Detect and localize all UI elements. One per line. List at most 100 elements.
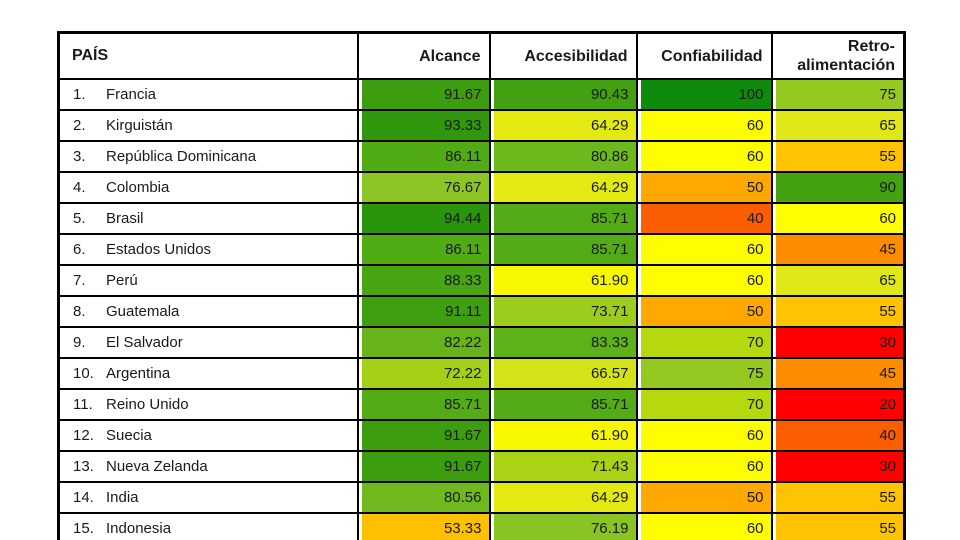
table-row: 8. Guatemala 91.11 73.71 50 55 xyxy=(57,295,906,328)
score-cell: 60 xyxy=(635,233,773,266)
score-cell: 65 xyxy=(770,109,906,142)
country-cell: 3. República Dominicana xyxy=(57,140,359,173)
rank-label: 2. xyxy=(73,117,86,134)
score-cell: 53.33 xyxy=(356,512,491,540)
score-cell: 82.22 xyxy=(356,326,491,359)
score-cell: 85.71 xyxy=(356,388,491,421)
country-name: India xyxy=(106,489,139,506)
score-cell: 55 xyxy=(770,295,906,328)
score-cell: 85.71 xyxy=(488,233,638,266)
score-cell: 72.22 xyxy=(356,357,491,390)
score-cell: 70 xyxy=(635,326,773,359)
score-cell: 93.33 xyxy=(356,109,491,142)
score-cell: 60 xyxy=(635,140,773,173)
score-cell: 66.57 xyxy=(488,357,638,390)
country-name: Colombia xyxy=(106,179,170,196)
score-cell: 20 xyxy=(770,388,906,421)
rank-label: 7. xyxy=(73,272,86,289)
header-alcance: Alcance xyxy=(356,31,491,80)
country-name: Kirguistán xyxy=(106,117,173,134)
country-cell: 15. Indonesia xyxy=(57,512,359,540)
score-cell: 65 xyxy=(770,264,906,297)
score-cell: 83.33 xyxy=(488,326,638,359)
header-pais: PAÍS xyxy=(57,31,359,80)
table-row: 3. República Dominicana 86.11 80.86 60 55 xyxy=(57,140,906,173)
country-cell: 5. Brasil xyxy=(57,202,359,235)
rank-label: 3. xyxy=(73,148,86,165)
rank-label: 9. xyxy=(73,334,86,351)
header-accesibilidad: Accesibilidad xyxy=(488,31,638,80)
table-row: 9. El Salvador 82.22 83.33 70 30 xyxy=(57,326,906,359)
rank-label: 10. xyxy=(73,365,94,382)
score-cell: 91.67 xyxy=(356,419,491,452)
country-cell: 2. Kirguistán xyxy=(57,109,359,142)
country-cell: 8. Guatemala xyxy=(57,295,359,328)
rank-label: 6. xyxy=(73,241,86,258)
score-cell: 45 xyxy=(770,233,906,266)
rank-label: 1. xyxy=(73,86,86,103)
score-cell: 91.67 xyxy=(356,78,491,111)
country-cell: 6. Estados Unidos xyxy=(57,233,359,266)
country-cell: 11. Reino Unido xyxy=(57,388,359,421)
table-row: 1. Francia 91.67 90.43 100 75 xyxy=(57,78,906,111)
score-cell: 73.71 xyxy=(488,295,638,328)
score-cell: 100 xyxy=(635,78,773,111)
table-row: 10. Argentina 72.22 66.57 75 45 xyxy=(57,357,906,390)
score-cell: 30 xyxy=(770,326,906,359)
score-cell: 55 xyxy=(770,512,906,540)
score-cell: 55 xyxy=(770,140,906,173)
score-cell: 91.11 xyxy=(356,295,491,328)
country-name: Perú xyxy=(106,272,138,289)
country-name: Francia xyxy=(106,86,157,103)
score-cell: 90.43 xyxy=(488,78,638,111)
score-cell: 88.33 xyxy=(356,264,491,297)
country-name: Guatemala xyxy=(106,303,180,320)
header-confiabilidad: Confiabilidad xyxy=(635,31,773,80)
score-cell: 60 xyxy=(635,109,773,142)
table-row: 13. Nueva Zelanda 91.67 71.43 60 30 xyxy=(57,450,906,483)
country-scores-table: PAÍS Alcance Accesibilidad Confiabilidad… xyxy=(57,31,906,540)
score-cell: 50 xyxy=(635,171,773,204)
score-cell: 60 xyxy=(635,419,773,452)
country-cell: 9. El Salvador xyxy=(57,326,359,359)
score-cell: 71.43 xyxy=(488,450,638,483)
country-name: Reino Unido xyxy=(106,396,189,413)
table-body: 1. Francia 91.67 90.43 100 75 2. Kirguistán 93.3… xyxy=(57,78,906,540)
score-cell: 94.44 xyxy=(356,202,491,235)
score-cell: 30 xyxy=(770,450,906,483)
rank-label: 5. xyxy=(73,210,86,227)
score-cell: 50 xyxy=(635,481,773,514)
score-cell: 70 xyxy=(635,388,773,421)
rank-label: 13. xyxy=(73,458,94,475)
score-cell: 80.56 xyxy=(356,481,491,514)
score-cell: 85.71 xyxy=(488,388,638,421)
country-name: Argentina xyxy=(106,365,171,382)
score-cell: 75 xyxy=(635,357,773,390)
score-cell: 45 xyxy=(770,357,906,390)
rank-label: 12. xyxy=(73,427,94,444)
score-cell: 60 xyxy=(635,264,773,297)
table-row: 6. Estados Unidos 86.11 85.71 60 45 xyxy=(57,233,906,266)
rank-label: 11. xyxy=(73,396,93,413)
score-cell: 75 xyxy=(770,78,906,111)
score-cell: 64.29 xyxy=(488,171,638,204)
country-name: Brasil xyxy=(106,210,144,227)
rank-label: 15. xyxy=(73,520,94,537)
score-cell: 55 xyxy=(770,481,906,514)
score-cell: 50 xyxy=(635,295,773,328)
country-cell: 7. Perú xyxy=(57,264,359,297)
score-cell: 61.90 xyxy=(488,419,638,452)
country-cell: 1. Francia xyxy=(57,78,359,111)
score-cell: 60 xyxy=(635,450,773,483)
score-cell: 86.11 xyxy=(356,140,491,173)
score-cell: 60 xyxy=(770,202,906,235)
score-cell: 76.19 xyxy=(488,512,638,540)
score-cell: 76.67 xyxy=(356,171,491,204)
country-name: Indonesia xyxy=(106,520,172,537)
rank-label: 14. xyxy=(73,489,94,506)
country-cell: 13. Nueva Zelanda xyxy=(57,450,359,483)
table-row: 4. Colombia 76.67 64.29 50 90 xyxy=(57,171,906,204)
score-cell: 64.29 xyxy=(488,109,638,142)
score-cell: 91.67 xyxy=(356,450,491,483)
